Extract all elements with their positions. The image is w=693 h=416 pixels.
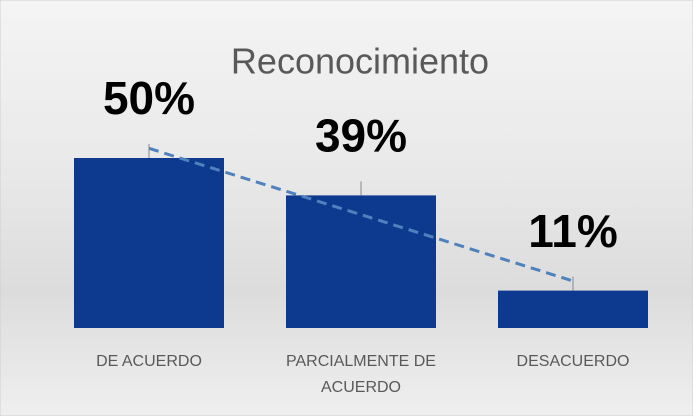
- bar: [286, 195, 436, 328]
- x-tick-label: DESACUERDO: [516, 353, 630, 370]
- chart-title: Reconocimiento: [231, 41, 489, 82]
- bar: [74, 158, 224, 328]
- trendline: [148, 146, 574, 283]
- data-label: 50%: [103, 72, 195, 124]
- x-tick-label: DE ACUERDO: [96, 353, 202, 370]
- data-label: 11%: [528, 205, 618, 257]
- bar: [498, 290, 648, 328]
- data-label: 39%: [315, 110, 407, 162]
- x-tick-label: PARCIALMENTE DE ACUERDO: [286, 353, 436, 396]
